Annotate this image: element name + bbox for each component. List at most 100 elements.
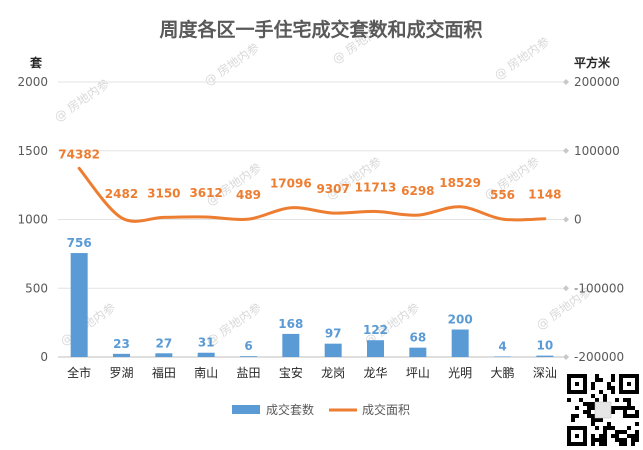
right-tick-label: 100000 [574, 144, 620, 158]
legend: 成交套数 成交面积 [232, 402, 410, 417]
qr-module [603, 434, 607, 438]
qr-module [607, 422, 611, 426]
qr-module [635, 430, 639, 434]
watermark-text: @ 房地内参 [51, 76, 112, 125]
gridlines [58, 81, 566, 358]
qr-module [587, 406, 591, 410]
qr-module [603, 442, 607, 446]
qr-module [599, 390, 603, 394]
category-label: 福田 [152, 365, 176, 380]
qr-module [591, 394, 595, 398]
qr-finder-dot [627, 382, 631, 386]
qr-module [635, 422, 639, 426]
qr-module [615, 434, 619, 438]
qr-module [595, 438, 599, 442]
bar-series: 756 23 27 31 6 168 97 122 68 200 4 10 [67, 236, 554, 357]
line-value-label: 1148 [528, 188, 561, 202]
qr-module [635, 414, 639, 418]
qr-module [591, 434, 595, 438]
qr-module [631, 442, 635, 446]
qr-module [575, 406, 579, 410]
bar-value-label: 200 [448, 313, 473, 327]
left-tick-label: 0 [40, 350, 48, 364]
qr-module [587, 402, 591, 406]
qr-module [631, 434, 635, 438]
line-value-label: 9307 [316, 182, 349, 196]
qr-module [627, 426, 631, 430]
bar-value-label: 31 [198, 336, 215, 350]
qr-module [631, 414, 635, 418]
bar [324, 343, 342, 357]
qr-module [591, 382, 595, 386]
qr-module [595, 426, 599, 430]
qr-module [623, 410, 627, 414]
qr-module [607, 426, 611, 430]
qr-module [611, 374, 615, 378]
qr-module [615, 438, 619, 442]
qr-module [631, 438, 635, 442]
qr-module [591, 422, 595, 426]
qr-module [611, 378, 615, 382]
bar-value-label: 122 [363, 323, 388, 337]
qr-module [591, 406, 595, 410]
category-label: 盐田 [236, 366, 260, 380]
line-value-label: 3150 [147, 186, 180, 200]
bar-value-label: 97 [325, 327, 342, 341]
left-tick-label: 2000 [17, 75, 48, 89]
qr-module [619, 406, 623, 410]
category-label: 光明 [448, 366, 472, 380]
bar [113, 353, 130, 357]
right-tick-marker [563, 285, 569, 292]
qr-module [623, 406, 627, 410]
qr-module [587, 410, 591, 414]
line-value-label: 11713 [355, 180, 397, 194]
qr-module [623, 398, 627, 402]
category-label: 深汕 [533, 366, 557, 380]
qr-module [595, 398, 599, 402]
qr-module [591, 386, 595, 390]
right-tick-marker [563, 147, 569, 154]
left-axis-unit: 套 [29, 55, 43, 70]
qr-module [599, 438, 603, 442]
qr-module [615, 406, 619, 410]
category-label: 龙华 [363, 366, 387, 380]
bar [155, 353, 173, 357]
watermark-text: @ 房地内参 [491, 34, 552, 83]
left-tick-label: 1000 [17, 213, 48, 227]
category-label: 大鹏 [490, 366, 514, 380]
right-tick-label: 0 [574, 213, 582, 227]
category-label: 南山 [194, 365, 218, 380]
qr-module [627, 414, 631, 418]
qr-finder-dot [575, 434, 579, 438]
qr-module [635, 434, 639, 438]
bar [409, 347, 427, 357]
qr-module [571, 414, 575, 418]
qr-module [591, 438, 595, 442]
qr-module [611, 410, 615, 414]
qr-module [599, 434, 603, 438]
line-value-label: 489 [236, 188, 261, 202]
watermark-text: @ 房地内参 [201, 40, 262, 89]
bar [240, 356, 257, 357]
qr-module [623, 414, 627, 418]
qr-module [603, 426, 607, 430]
qr-module [591, 414, 595, 418]
right-tick-marker [563, 216, 569, 223]
category-label: 宝安 [279, 365, 303, 380]
bar-value-label: 68 [409, 331, 426, 345]
bar [494, 356, 511, 357]
qr-module [591, 418, 595, 422]
legend-bar-swatch [232, 405, 260, 414]
bar-value-label: 10 [536, 339, 553, 353]
line-value-label: 6298 [401, 184, 434, 198]
qr-module [607, 386, 611, 390]
bar-value-label: 6 [244, 339, 252, 353]
qr-module [623, 442, 627, 446]
qr-module [627, 402, 631, 406]
qr-module [595, 378, 599, 382]
bar [70, 253, 88, 357]
line-value-label: 2482 [105, 187, 138, 201]
qr-module [619, 442, 623, 446]
